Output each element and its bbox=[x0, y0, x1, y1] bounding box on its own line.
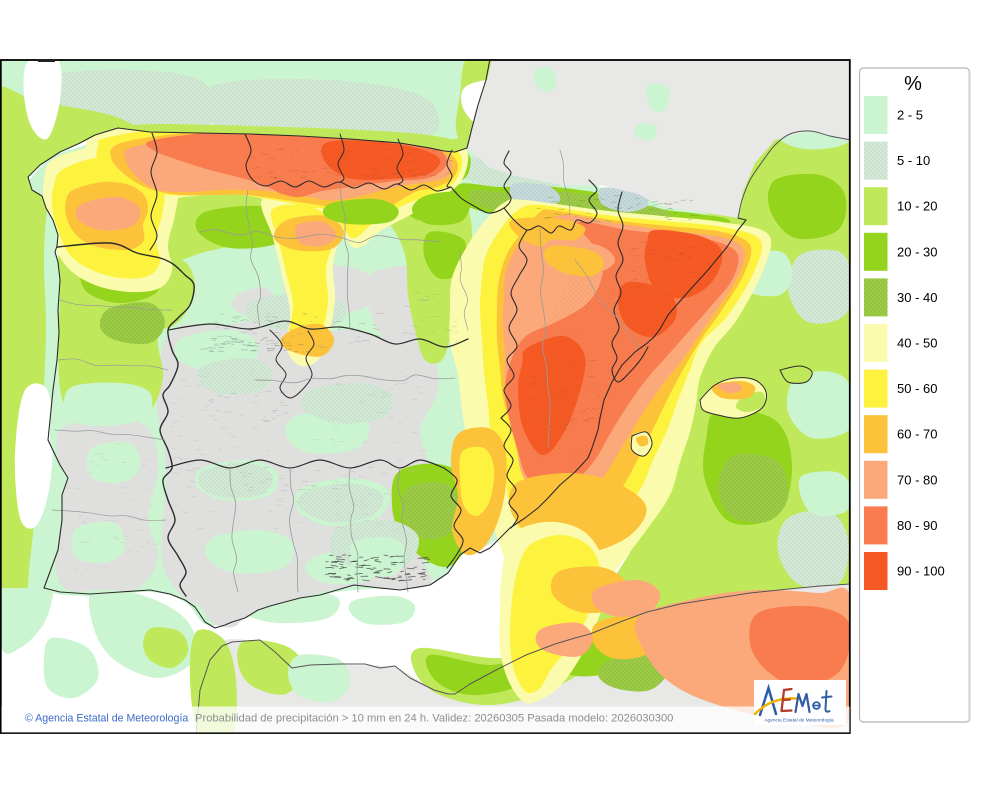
svg-text:50 - 60: 50 - 60 bbox=[897, 381, 937, 396]
svg-text:40 - 50: 40 - 50 bbox=[897, 336, 937, 351]
svg-text:20 - 30: 20 - 30 bbox=[897, 244, 937, 259]
svg-text:70 - 80: 70 - 80 bbox=[897, 472, 937, 487]
svg-text:80 - 90: 80 - 90 bbox=[897, 518, 937, 533]
svg-text:10 - 20: 10 - 20 bbox=[897, 199, 937, 214]
svg-text:30 - 40: 30 - 40 bbox=[897, 290, 937, 305]
svg-text:© Agencia Estatal de Meteorolo: © Agencia Estatal de Meteorología bbox=[25, 713, 188, 725]
svg-text:Probabilidad de precipitación: Probabilidad de precipitación > 10 mm en… bbox=[195, 713, 673, 725]
svg-text:60 - 70: 60 - 70 bbox=[897, 427, 937, 442]
svg-text:90 - 100: 90 - 100 bbox=[897, 564, 945, 579]
svg-text:5 - 10: 5 - 10 bbox=[897, 153, 930, 168]
svg-text:%: % bbox=[904, 73, 922, 95]
svg-text:2 - 5: 2 - 5 bbox=[897, 108, 923, 123]
svg-text:Agencia Estatal de Meteorologí: Agencia Estatal de Meteorología bbox=[764, 718, 834, 724]
